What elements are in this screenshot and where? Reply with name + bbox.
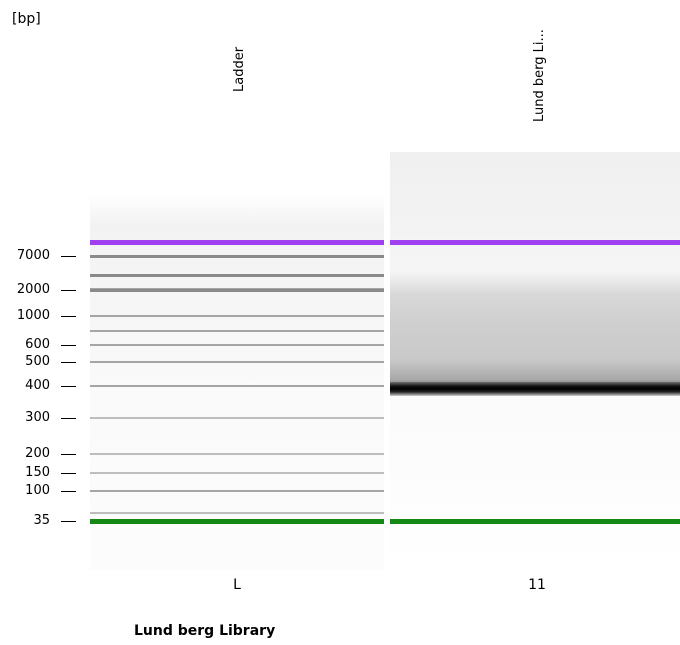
upper-marker-band: [90, 240, 384, 245]
ladder-band: [90, 453, 384, 455]
y-tick-label: 7000: [16, 248, 50, 263]
y-axis-unit: [bp]: [12, 11, 41, 27]
y-tick-label: 500: [25, 354, 50, 369]
y-tick-label: 600: [25, 337, 50, 352]
y-tick-label: 300: [25, 410, 50, 425]
lane-name-label: Ladder: [232, 46, 247, 92]
upper-marker-band: [390, 240, 680, 245]
smear: [390, 271, 680, 389]
lane-name-label: Lund berg Li...: [532, 29, 547, 122]
ladder-band: [90, 289, 384, 292]
ladder-band: [90, 274, 384, 277]
y-tick-mark: [61, 454, 76, 455]
ladder-band: [90, 361, 384, 363]
ladder-band: [90, 344, 384, 346]
y-tick-label: 100: [25, 483, 50, 498]
y-tick-mark: [61, 290, 76, 291]
y-tick-mark: [61, 418, 76, 419]
y-tick-label: 200: [25, 446, 50, 461]
gel-title: Lund berg Library: [134, 623, 276, 639]
gel-lane-0: [90, 195, 384, 570]
ladder-band: [90, 417, 384, 419]
y-tick-mark: [61, 256, 76, 257]
y-tick-label: 2000: [16, 282, 50, 297]
ladder-band: [90, 472, 384, 474]
y-tick-label: 1000: [16, 308, 50, 323]
lane-id-label: L: [233, 577, 241, 593]
ladder-band: [90, 490, 384, 492]
y-tick-label: 35: [33, 513, 50, 528]
gel-lane-1: [390, 152, 680, 570]
ladder-band: [90, 315, 384, 317]
lane-id-label: 11: [528, 577, 546, 593]
ladder-band: [90, 255, 384, 258]
ladder-band: [90, 512, 384, 514]
y-tick-mark: [61, 345, 76, 346]
y-tick-mark: [61, 473, 76, 474]
y-tick-mark: [61, 316, 76, 317]
sample-peak-band: [390, 382, 680, 396]
y-tick-mark: [61, 386, 76, 387]
y-tick-label: 150: [25, 465, 50, 480]
lower-marker-band: [90, 519, 384, 524]
ladder-band: [90, 385, 384, 387]
lower-marker-band: [390, 519, 680, 524]
y-tick-label: 400: [25, 378, 50, 393]
y-tick-mark: [61, 362, 76, 363]
ladder-band: [90, 330, 384, 332]
y-tick-mark: [61, 491, 76, 492]
y-tick-mark: [61, 521, 76, 522]
